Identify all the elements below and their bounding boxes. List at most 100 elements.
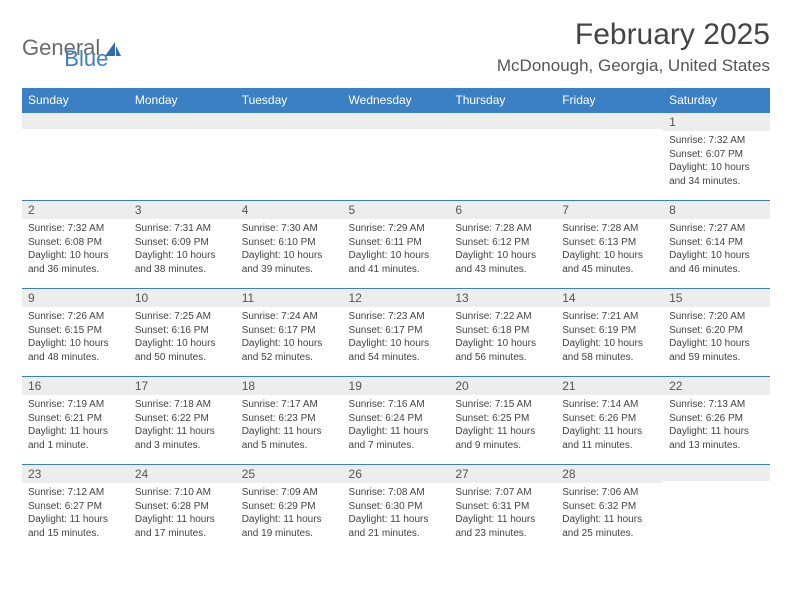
sunrise-text: Sunrise: 7:29 AM <box>349 222 444 236</box>
sunset-text: Sunset: 6:10 PM <box>242 236 337 250</box>
sunrise-text: Sunrise: 7:15 AM <box>455 398 550 412</box>
daylight-text: Daylight: 10 hours and 41 minutes. <box>349 249 444 276</box>
daylight-text: Daylight: 11 hours and 25 minutes. <box>562 513 657 540</box>
sunset-text: Sunset: 6:09 PM <box>135 236 230 250</box>
day-content: Sunrise: 7:21 AMSunset: 6:19 PMDaylight:… <box>556 307 663 368</box>
day-content: Sunrise: 7:23 AMSunset: 6:17 PMDaylight:… <box>343 307 450 368</box>
sunrise-text: Sunrise: 7:27 AM <box>669 222 764 236</box>
day-cell: 5Sunrise: 7:29 AMSunset: 6:11 PMDaylight… <box>343 201 450 289</box>
daylight-text: Daylight: 10 hours and 48 minutes. <box>28 337 123 364</box>
day-number <box>236 113 343 129</box>
day-content: Sunrise: 7:16 AMSunset: 6:24 PMDaylight:… <box>343 395 450 456</box>
day-cell: 26Sunrise: 7:08 AMSunset: 6:30 PMDayligh… <box>343 465 450 553</box>
day-content: Sunrise: 7:08 AMSunset: 6:30 PMDaylight:… <box>343 483 450 544</box>
day-cell: 19Sunrise: 7:16 AMSunset: 6:24 PMDayligh… <box>343 377 450 465</box>
sunset-text: Sunset: 6:19 PM <box>562 324 657 338</box>
sunset-text: Sunset: 6:26 PM <box>669 412 764 426</box>
sunrise-text: Sunrise: 7:28 AM <box>455 222 550 236</box>
day-content: Sunrise: 7:14 AMSunset: 6:26 PMDaylight:… <box>556 395 663 456</box>
daylight-text: Daylight: 10 hours and 46 minutes. <box>669 249 764 276</box>
day-cell: 11Sunrise: 7:24 AMSunset: 6:17 PMDayligh… <box>236 289 343 377</box>
daylight-text: Daylight: 11 hours and 21 minutes. <box>349 513 444 540</box>
day-cell <box>449 113 556 201</box>
day-content: Sunrise: 7:29 AMSunset: 6:11 PMDaylight:… <box>343 219 450 280</box>
day-content: Sunrise: 7:18 AMSunset: 6:22 PMDaylight:… <box>129 395 236 456</box>
day-cell: 9Sunrise: 7:26 AMSunset: 6:15 PMDaylight… <box>22 289 129 377</box>
sunrise-text: Sunrise: 7:30 AM <box>242 222 337 236</box>
day-number: 25 <box>236 465 343 483</box>
sunrise-text: Sunrise: 7:06 AM <box>562 486 657 500</box>
day-content: Sunrise: 7:13 AMSunset: 6:26 PMDaylight:… <box>663 395 770 456</box>
sunset-text: Sunset: 6:26 PM <box>562 412 657 426</box>
sunset-text: Sunset: 6:17 PM <box>242 324 337 338</box>
day-number <box>343 113 450 129</box>
sunrise-text: Sunrise: 7:28 AM <box>562 222 657 236</box>
day-cell: 3Sunrise: 7:31 AMSunset: 6:09 PMDaylight… <box>129 201 236 289</box>
daylight-text: Daylight: 10 hours and 34 minutes. <box>669 161 764 188</box>
day-content: Sunrise: 7:07 AMSunset: 6:31 PMDaylight:… <box>449 483 556 544</box>
day-content: Sunrise: 7:12 AMSunset: 6:27 PMDaylight:… <box>22 483 129 544</box>
day-cell: 24Sunrise: 7:10 AMSunset: 6:28 PMDayligh… <box>129 465 236 553</box>
day-content: Sunrise: 7:25 AMSunset: 6:16 PMDaylight:… <box>129 307 236 368</box>
day-number: 18 <box>236 377 343 395</box>
day-number: 17 <box>129 377 236 395</box>
sunset-text: Sunset: 6:12 PM <box>455 236 550 250</box>
sunset-text: Sunset: 6:24 PM <box>349 412 444 426</box>
day-number: 20 <box>449 377 556 395</box>
daylight-text: Daylight: 11 hours and 9 minutes. <box>455 425 550 452</box>
day-cell: 8Sunrise: 7:27 AMSunset: 6:14 PMDaylight… <box>663 201 770 289</box>
sunrise-text: Sunrise: 7:16 AM <box>349 398 444 412</box>
daylight-text: Daylight: 10 hours and 43 minutes. <box>455 249 550 276</box>
daylight-text: Daylight: 11 hours and 7 minutes. <box>349 425 444 452</box>
daylight-text: Daylight: 10 hours and 58 minutes. <box>562 337 657 364</box>
sunrise-text: Sunrise: 7:19 AM <box>28 398 123 412</box>
day-number: 23 <box>22 465 129 483</box>
sunset-text: Sunset: 6:18 PM <box>455 324 550 338</box>
day-cell: 7Sunrise: 7:28 AMSunset: 6:13 PMDaylight… <box>556 201 663 289</box>
day-content: Sunrise: 7:28 AMSunset: 6:12 PMDaylight:… <box>449 219 556 280</box>
day-cell: 18Sunrise: 7:17 AMSunset: 6:23 PMDayligh… <box>236 377 343 465</box>
day-content: Sunrise: 7:27 AMSunset: 6:14 PMDaylight:… <box>663 219 770 280</box>
day-number: 12 <box>343 289 450 307</box>
day-number <box>129 113 236 129</box>
sunrise-text: Sunrise: 7:32 AM <box>669 134 764 148</box>
day-number: 28 <box>556 465 663 483</box>
day-content: Sunrise: 7:09 AMSunset: 6:29 PMDaylight:… <box>236 483 343 544</box>
day-content: Sunrise: 7:28 AMSunset: 6:13 PMDaylight:… <box>556 219 663 280</box>
sunrise-text: Sunrise: 7:21 AM <box>562 310 657 324</box>
sunset-text: Sunset: 6:17 PM <box>349 324 444 338</box>
logo-text-blue: Blue <box>64 46 108 72</box>
day-cell: 28Sunrise: 7:06 AMSunset: 6:32 PMDayligh… <box>556 465 663 553</box>
day-number: 16 <box>22 377 129 395</box>
day-number: 24 <box>129 465 236 483</box>
day-content: Sunrise: 7:31 AMSunset: 6:09 PMDaylight:… <box>129 219 236 280</box>
daylight-text: Daylight: 11 hours and 5 minutes. <box>242 425 337 452</box>
daylight-text: Daylight: 11 hours and 11 minutes. <box>562 425 657 452</box>
day-cell <box>236 113 343 201</box>
day-number <box>663 465 770 481</box>
day-content: Sunrise: 7:06 AMSunset: 6:32 PMDaylight:… <box>556 483 663 544</box>
sunset-text: Sunset: 6:16 PM <box>135 324 230 338</box>
day-number <box>22 113 129 129</box>
day-number: 4 <box>236 201 343 219</box>
day-header: Thursday <box>449 88 556 113</box>
day-number: 14 <box>556 289 663 307</box>
day-number: 6 <box>449 201 556 219</box>
sunrise-text: Sunrise: 7:10 AM <box>135 486 230 500</box>
day-number <box>449 113 556 129</box>
day-number: 5 <box>343 201 450 219</box>
day-number: 8 <box>663 201 770 219</box>
daylight-text: Daylight: 11 hours and 23 minutes. <box>455 513 550 540</box>
day-cell: 17Sunrise: 7:18 AMSunset: 6:22 PMDayligh… <box>129 377 236 465</box>
sunset-text: Sunset: 6:08 PM <box>28 236 123 250</box>
day-number: 22 <box>663 377 770 395</box>
day-cell: 1Sunrise: 7:32 AMSunset: 6:07 PMDaylight… <box>663 113 770 201</box>
day-content: Sunrise: 7:10 AMSunset: 6:28 PMDaylight:… <box>129 483 236 544</box>
sunrise-text: Sunrise: 7:31 AM <box>135 222 230 236</box>
day-cell <box>343 113 450 201</box>
sunset-text: Sunset: 6:14 PM <box>669 236 764 250</box>
daylight-text: Daylight: 11 hours and 3 minutes. <box>135 425 230 452</box>
sunset-text: Sunset: 6:13 PM <box>562 236 657 250</box>
daylight-text: Daylight: 11 hours and 19 minutes. <box>242 513 337 540</box>
sunrise-text: Sunrise: 7:14 AM <box>562 398 657 412</box>
